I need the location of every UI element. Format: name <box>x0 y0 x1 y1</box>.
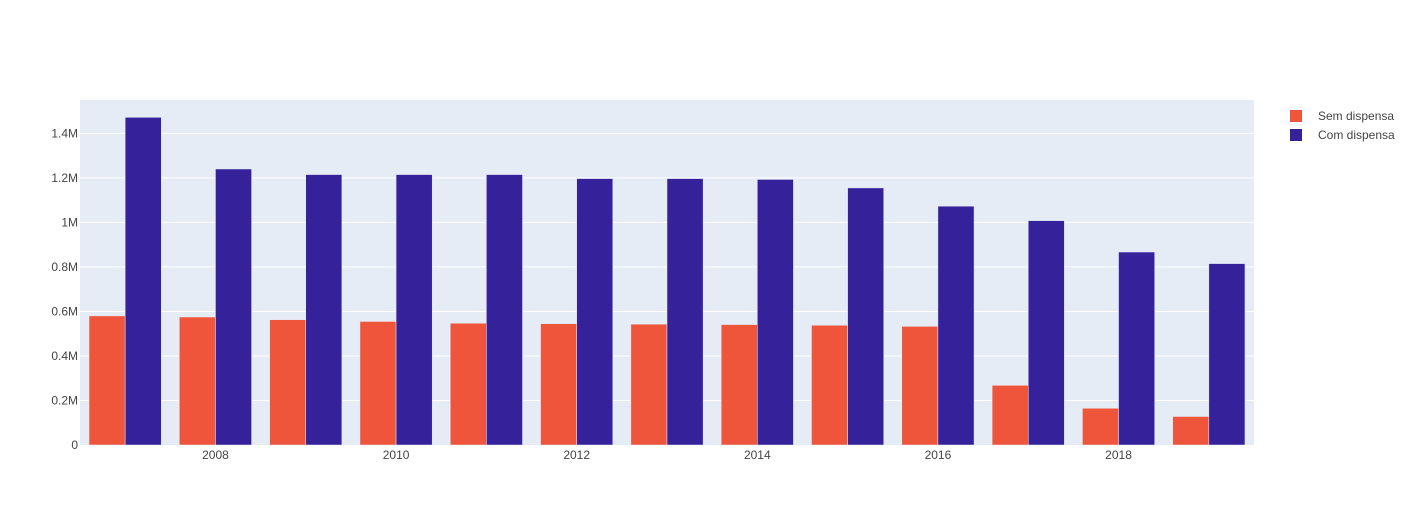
bar-sem-dispensa-2014[interactable] <box>720 324 758 446</box>
bar-com-dispensa-2008[interactable] <box>215 168 252 446</box>
bar-sem-dispensa-2012[interactable] <box>540 323 577 446</box>
legend-label-com-dispensa: Com dispensa <box>1318 127 1395 142</box>
bar-com-dispensa-2019[interactable] <box>1208 263 1246 446</box>
bar-com-dispensa-2014[interactable] <box>757 179 794 446</box>
bar-com-dispensa-2015[interactable] <box>847 187 884 446</box>
y-tick-label: 1M <box>61 215 78 229</box>
x-tick-label: 2010 <box>383 448 410 462</box>
legend-label-sem-dispensa: Sem dispensa <box>1318 108 1395 123</box>
bar-com-dispensa-2013[interactable] <box>666 178 704 446</box>
x-axis-ticks: 2008 2010 2012 2014 2016 2018 <box>202 448 1132 462</box>
x-tick-label: 2016 <box>925 448 952 462</box>
x-tick-label: 2018 <box>1105 448 1132 462</box>
bar-com-dispensa-2011[interactable] <box>486 174 523 446</box>
bar-sem-dispensa-2018[interactable] <box>1082 408 1119 446</box>
bar-com-dispensa-2017[interactable] <box>1027 220 1065 446</box>
legend: Sem dispensa Com dispensa <box>1290 106 1395 144</box>
y-tick-label: 1.4M <box>51 126 78 140</box>
y-axis-ticks: 0 0.2M 0.4M 0.6M 0.8M 1M 1.2M 1.4M <box>51 126 78 452</box>
legend-item-sem-dispensa[interactable]: Sem dispensa <box>1290 106 1395 125</box>
bar-sem-dispensa-2017[interactable] <box>991 385 1029 446</box>
y-tick-label: 0.8M <box>51 260 78 274</box>
y-tick-label: 0.4M <box>51 349 78 363</box>
bar-com-dispensa-2010[interactable] <box>395 174 433 446</box>
y-tick-label: 0.2M <box>51 393 78 407</box>
bar-com-dispensa-2007[interactable] <box>124 117 162 446</box>
bar-sem-dispensa-2013[interactable] <box>630 323 668 446</box>
x-tick-label: 2008 <box>202 448 229 462</box>
legend-swatch-com-dispensa <box>1290 128 1302 141</box>
y-tick-label: 0.6M <box>51 304 78 318</box>
bars <box>88 117 1246 446</box>
bar-sem-dispensa-2011[interactable] <box>450 322 487 446</box>
bar-sem-dispensa-2019[interactable] <box>1172 416 1210 446</box>
bar-com-dispensa-2018[interactable] <box>1118 251 1155 446</box>
bar-com-dispensa-2009[interactable] <box>305 174 343 446</box>
bar-com-dispensa-2016[interactable] <box>937 205 975 446</box>
bar-sem-dispensa-2007[interactable] <box>88 315 126 446</box>
legend-item-com-dispensa[interactable]: Com dispensa <box>1290 125 1395 144</box>
y-tick-label: 1.2M <box>51 171 78 185</box>
legend-swatch-sem-dispensa <box>1290 109 1302 122</box>
bar-sem-dispensa-2016[interactable] <box>901 326 939 446</box>
bar-sem-dispensa-2015[interactable] <box>811 325 848 446</box>
bar-com-dispensa-2012[interactable] <box>576 178 614 446</box>
bar-sem-dispensa-2010[interactable] <box>359 321 397 446</box>
bar-sem-dispensa-2008[interactable] <box>179 316 216 446</box>
y-tick-label: 0 <box>71 438 78 452</box>
bar-sem-dispensa-2009[interactable] <box>269 319 307 446</box>
x-tick-label: 2014 <box>744 448 771 462</box>
x-tick-label: 2012 <box>563 448 590 462</box>
